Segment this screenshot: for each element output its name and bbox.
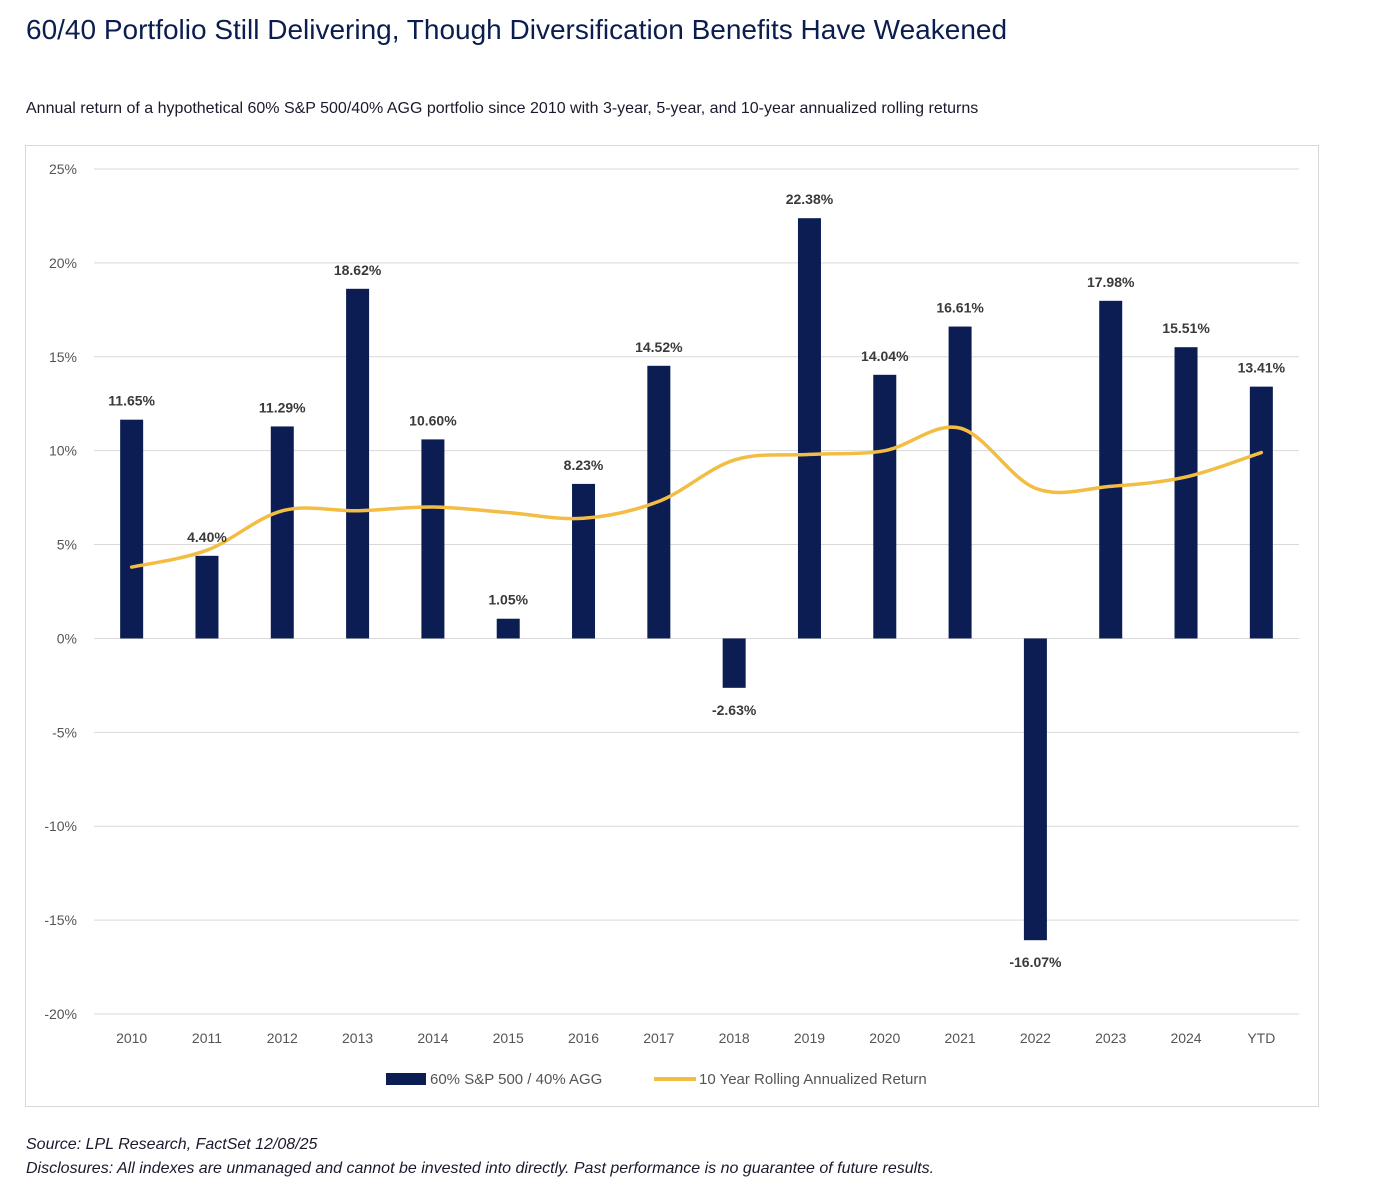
y-tick-label: 10% <box>49 443 77 459</box>
x-tick-label: 2016 <box>568 1030 599 1046</box>
bar <box>873 374 897 639</box>
line-series <box>129 425 1264 569</box>
bar <box>572 483 596 639</box>
chart-subtitle: Annual return of a hypothetical 60% S&P … <box>26 100 979 117</box>
bar-data-label: -16.07% <box>1009 954 1062 970</box>
bar-data-label: 17.98% <box>1087 274 1135 290</box>
y-tick-label: -20% <box>44 1006 77 1022</box>
bar <box>948 326 972 639</box>
bar <box>1174 347 1198 639</box>
x-tick-label: 2013 <box>342 1030 373 1046</box>
bar-data-label: 4.40% <box>187 529 227 545</box>
bar <box>797 218 821 639</box>
x-tick-label: 2023 <box>1095 1030 1126 1046</box>
bar-data-label: 14.04% <box>861 348 909 364</box>
bar-data-label: -2.63% <box>712 702 757 718</box>
bar <box>1099 300 1123 639</box>
x-tick-label: 2010 <box>116 1030 147 1046</box>
bar-data-label: 11.29% <box>259 399 306 415</box>
bar-data-label: 18.62% <box>334 262 382 278</box>
x-tick-label: 2018 <box>719 1030 750 1046</box>
bar <box>1023 638 1047 941</box>
bar <box>496 618 520 639</box>
y-tick-label: 20% <box>49 255 77 271</box>
x-tick-label: 2019 <box>794 1030 825 1046</box>
bar <box>346 288 370 639</box>
chart-frame: 25% 20% 15% 10% 5% 0% -5% -10% -15% -20% 11.65% 4.… <box>25 145 1319 1107</box>
bar <box>722 638 746 688</box>
x-tick-label: YTD <box>1247 1030 1275 1046</box>
legend-swatch-bar <box>386 1073 426 1085</box>
x-tick-label: 2017 <box>643 1030 674 1046</box>
x-tick-label: 2014 <box>417 1030 448 1046</box>
y-tick-label: -15% <box>44 912 77 928</box>
bar <box>195 555 219 639</box>
source-note: Source: LPL Research, FactSet 12/08/25 <box>26 1136 318 1153</box>
x-tick-label: 2015 <box>493 1030 524 1046</box>
x-tick-label: 2012 <box>267 1030 298 1046</box>
y-tick-label: 25% <box>49 161 77 177</box>
legend-label-bar: 60% S&P 500 / 40% AGG <box>430 1071 602 1088</box>
y-tick-label: 15% <box>49 349 77 365</box>
bar-data-label: 15.51% <box>1162 320 1210 336</box>
bar-series <box>120 218 1273 941</box>
x-axis-ticks: 2010 2011 2012 2013 2014 2015 2016 2017 2018 2019… <box>116 1030 1275 1046</box>
y-axis-ticks: 25% 20% 15% 10% 5% 0% -5% -10% -15% -20% <box>44 161 77 1022</box>
bar-data-label: 22.38% <box>786 191 834 207</box>
bar-data-label: 16.61% <box>936 300 984 316</box>
rolling-return-line <box>129 425 1264 569</box>
bar-data-label: 1.05% <box>488 592 528 608</box>
bar-data-label: 10.60% <box>409 412 457 428</box>
chart-svg: 25% 20% 15% 10% 5% 0% -5% -10% -15% -20% 11.65% 4.… <box>44 161 1299 1088</box>
bar-data-label: 14.52% <box>635 339 683 355</box>
disclosures-note: Disclosures: All indexes are unmanaged a… <box>26 1160 935 1177</box>
bar-data-label: 13.41% <box>1238 360 1286 376</box>
bar <box>120 419 144 639</box>
y-tick-label: 5% <box>57 537 77 553</box>
chart-title: 60/40 Portfolio Still Delivering, Though… <box>26 14 1008 45</box>
bar-data-label: 8.23% <box>564 457 604 473</box>
legend: 60% S&P 500 / 40% AGG 10 Year Rolling Ann… <box>386 1071 927 1088</box>
y-tick-label: -10% <box>44 818 77 834</box>
data-labels: 11.65% 4.40% 11.29% 18.62% 10.60% 1.05% 8.23% 1… <box>108 191 1285 970</box>
x-tick-label: 2020 <box>869 1030 900 1046</box>
bar <box>421 439 445 639</box>
y-tick-label: -5% <box>52 724 77 740</box>
x-tick-label: 2024 <box>1170 1030 1201 1046</box>
y-tick-label: 0% <box>57 630 77 646</box>
legend-label-line: 10 Year Rolling Annualized Return <box>699 1071 927 1088</box>
x-tick-label: 2011 <box>192 1030 222 1046</box>
bar-data-label: 11.65% <box>108 393 155 409</box>
x-tick-label: 2022 <box>1020 1030 1051 1046</box>
bar <box>1249 386 1273 639</box>
grid-lines <box>94 168 1299 1015</box>
x-tick-label: 2021 <box>945 1030 976 1046</box>
bar <box>270 426 294 639</box>
footnotes: Source: LPL Research, FactSet 12/08/25 D… <box>26 1133 934 1181</box>
